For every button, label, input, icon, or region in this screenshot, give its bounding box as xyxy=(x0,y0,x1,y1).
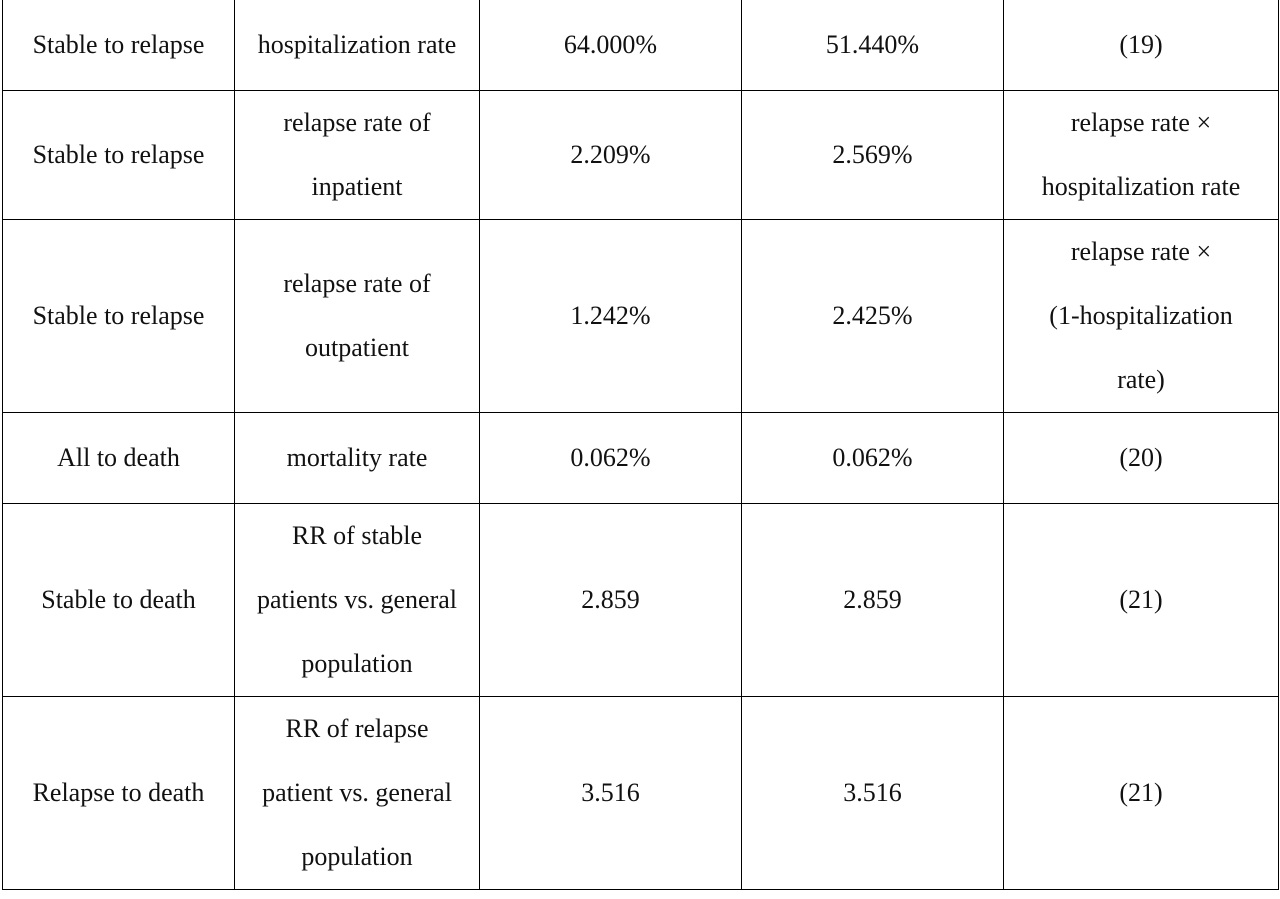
source-line: (1-hospitalization xyxy=(1049,301,1233,330)
table-row: Stable to death RR of stable patients vs… xyxy=(2,503,1279,697)
value-b-cell: 0.062% xyxy=(741,412,1004,504)
source-line: relapse rate × xyxy=(1070,237,1212,266)
transition-cell: Stable to relapse xyxy=(2,0,235,91)
value-a-cell: 0.062% xyxy=(479,412,742,504)
table-row: Relapse to death RR of relapse patient v… xyxy=(2,696,1279,890)
parameter-cell: hospitalization rate xyxy=(234,0,480,91)
value-b-cell: 2.569% xyxy=(741,90,1004,220)
parameter-line: population xyxy=(301,842,413,871)
source-cell: (21) xyxy=(1003,503,1279,697)
value-b-cell: 3.516 xyxy=(741,696,1004,890)
value-a-cell: 3.516 xyxy=(479,696,742,890)
source-cell: (20) xyxy=(1003,412,1279,504)
source-line: (21) xyxy=(1119,585,1163,614)
transition-cell: Stable to death xyxy=(2,503,235,697)
parameter-line: RR of relapse xyxy=(285,714,429,743)
table-row: Stable to relapse hospitalization rate 6… xyxy=(2,0,1279,91)
parameter-cell: RR of stable patients vs. general popula… xyxy=(234,503,480,697)
source-line: (19) xyxy=(1119,30,1163,59)
parameter-cell: relapse rate of inpatient xyxy=(234,90,480,220)
parameter-line: outpatient xyxy=(305,333,409,362)
table-row: Stable to relapse relapse rate of inpati… xyxy=(2,90,1279,220)
table-row: All to death mortality rate 0.062% 0.062… xyxy=(2,412,1279,504)
value-a-cell: 2.859 xyxy=(479,503,742,697)
parameter-cell: RR of relapse patient vs. general popula… xyxy=(234,696,480,890)
source-line: relapse rate × xyxy=(1070,108,1212,137)
value-b-cell: 2.425% xyxy=(741,219,1004,413)
parameter-line: mortality rate xyxy=(286,443,428,472)
transition-cell: All to death xyxy=(2,412,235,504)
parameter-line: relapse rate of xyxy=(283,108,431,137)
transition-cell: Stable to relapse xyxy=(2,219,235,413)
value-b-cell: 2.859 xyxy=(741,503,1004,697)
parameter-cell: relapse rate of outpatient xyxy=(234,219,480,413)
source-line: (21) xyxy=(1119,778,1163,807)
source-cell: (19) xyxy=(1003,0,1279,91)
parameter-line: patients vs. general xyxy=(257,585,457,614)
transition-cell: Relapse to death xyxy=(2,696,235,890)
parameter-cell: mortality rate xyxy=(234,412,480,504)
source-line: rate) xyxy=(1117,365,1165,394)
parameter-line: inpatient xyxy=(311,172,403,201)
value-b-cell: 51.440% xyxy=(741,0,1004,91)
source-cell: relapse rate × (1-hospitalization rate) xyxy=(1003,219,1279,413)
parameter-line: hospitalization rate xyxy=(257,30,457,59)
source-cell: relapse rate × hospitalization rate xyxy=(1003,90,1279,220)
source-line: hospitalization rate xyxy=(1041,172,1241,201)
transition-cell: Stable to relapse xyxy=(2,90,235,220)
parameter-line: patient vs. general xyxy=(262,778,452,807)
source-line: (20) xyxy=(1119,443,1163,472)
source-cell: (21) xyxy=(1003,696,1279,890)
value-a-cell: 64.000% xyxy=(479,0,742,91)
parameter-line: RR of stable xyxy=(292,521,422,550)
parameter-line: relapse rate of xyxy=(283,269,431,298)
table-row: Stable to relapse relapse rate of outpat… xyxy=(2,219,1279,413)
value-a-cell: 2.209% xyxy=(479,90,742,220)
value-a-cell: 1.242% xyxy=(479,219,742,413)
parameter-line: population xyxy=(301,649,413,678)
